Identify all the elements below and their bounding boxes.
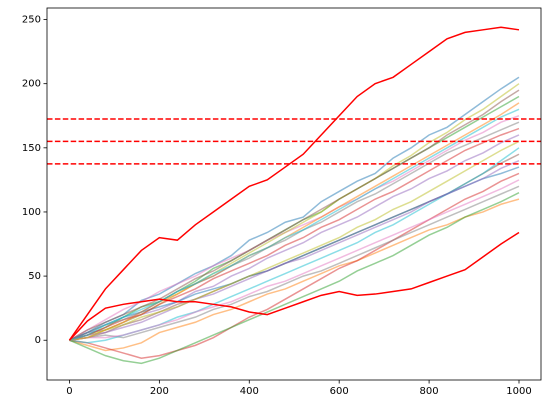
series-line bbox=[69, 140, 520, 341]
x-tick-label: 400 bbox=[240, 386, 259, 397]
x-tick-label: 200 bbox=[150, 386, 169, 397]
axes-frame bbox=[46, 7, 542, 381]
series-line bbox=[68, 26, 520, 341]
series-line bbox=[69, 192, 520, 365]
series-line bbox=[69, 159, 520, 341]
series-line bbox=[69, 185, 520, 341]
series-line bbox=[69, 172, 520, 359]
y-tick-label: 0 bbox=[35, 335, 41, 346]
series-line bbox=[69, 89, 520, 341]
series-line bbox=[69, 179, 520, 341]
x-tick-label: 1000 bbox=[506, 386, 531, 397]
series-line bbox=[69, 108, 520, 341]
x-tick-label: 800 bbox=[420, 386, 439, 397]
x-tick-label: 0 bbox=[66, 386, 72, 397]
series-line bbox=[69, 127, 520, 341]
series-line bbox=[68, 231, 520, 341]
series-line bbox=[69, 121, 520, 341]
series-line bbox=[69, 198, 520, 352]
y-tick-label: 50 bbox=[28, 271, 41, 282]
series-line bbox=[69, 115, 520, 341]
y-tick-label: 100 bbox=[22, 207, 41, 218]
y-tick-label: 150 bbox=[22, 143, 41, 154]
y-tick-label: 200 bbox=[22, 79, 41, 90]
x-tick-label: 600 bbox=[330, 386, 349, 397]
y-tick-label: 250 bbox=[22, 15, 41, 26]
